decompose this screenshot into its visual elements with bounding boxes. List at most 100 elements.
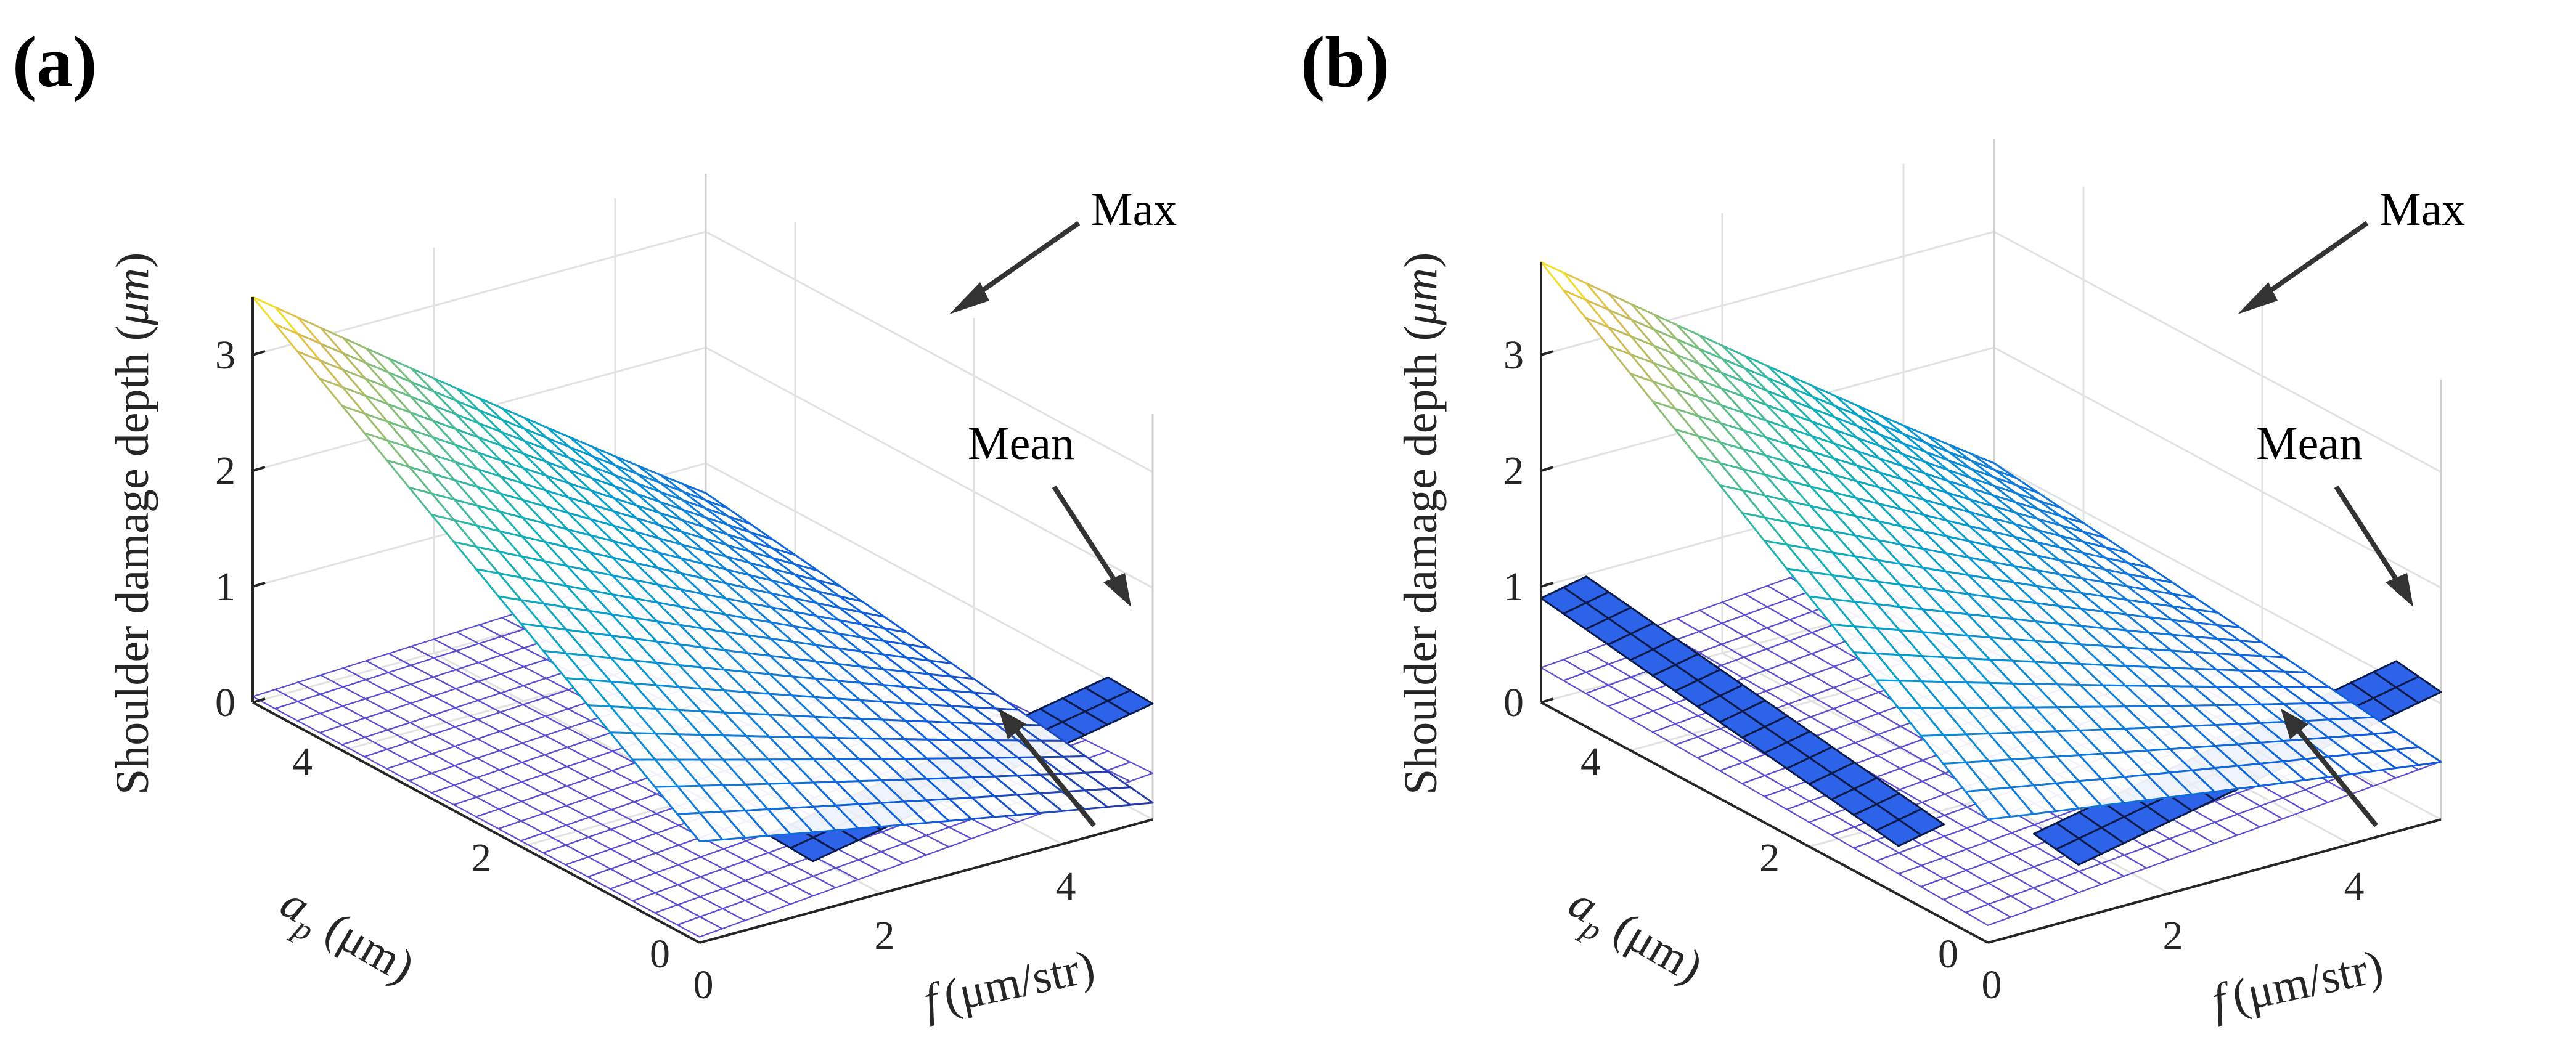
mean-surface-cell <box>567 730 612 753</box>
mean-surface-cell <box>321 608 366 632</box>
ap-tick-label: 2 <box>1759 835 1780 880</box>
ap-tick-label: 0 <box>650 932 670 977</box>
min-surface-cell <box>1965 903 2011 926</box>
min-surface-cell <box>2010 866 2057 889</box>
min-surface-cell <box>1966 819 2013 842</box>
min-surface-cell <box>521 715 569 736</box>
min-surface-cell <box>632 852 679 874</box>
mean-surface-cell <box>906 596 951 619</box>
f-tick-label: 4 <box>1056 864 1076 909</box>
mean-surface-cell <box>1994 398 2039 425</box>
min-surface-cell <box>520 793 568 815</box>
z-tick-label: 0 <box>215 680 235 725</box>
min-surface-cell <box>1855 712 1902 736</box>
min-surface-cell <box>409 714 456 736</box>
min-surface-cell <box>319 705 366 726</box>
min-surface-cell <box>1721 593 1768 616</box>
panel-b-surfaces <box>1540 261 2442 926</box>
panel-b-ticks: 0 1 2 3 0 2 4 0 2 4 <box>1503 262 2442 1007</box>
min-surface-cell <box>386 702 434 723</box>
min-surface-cell <box>677 896 724 917</box>
min-surface-cell <box>1765 682 1812 705</box>
mean-surface-cell <box>1632 544 1677 571</box>
min-surface-cell <box>499 742 546 763</box>
mean-surface-cell <box>1722 553 1767 580</box>
min-surface-cell <box>1743 648 1790 671</box>
mean-surface-cell <box>298 619 343 642</box>
mean-surface-cell <box>973 659 1018 682</box>
min-surface-cell <box>1788 632 1835 655</box>
z-tick-label: 3 <box>1503 333 1524 378</box>
mean-surface-cell <box>996 625 1041 648</box>
min-surface-cell <box>386 741 433 762</box>
min-surface-cell <box>767 883 814 905</box>
mean-surface-cell <box>2307 641 2352 667</box>
mean-surface-cell <box>862 569 907 593</box>
mean-surface-cell <box>364 705 409 729</box>
min-surface-cell <box>566 739 613 760</box>
min-surface-cell <box>454 718 501 740</box>
panel-a-max-label: Max <box>1091 184 1177 235</box>
f-tick-label: 0 <box>693 962 714 1007</box>
mean-surface-cell <box>2262 583 2307 610</box>
min-surface-cell <box>565 836 612 858</box>
mean-surface-cell <box>343 645 388 669</box>
mean-surface-cell <box>2105 502 2150 528</box>
min-surface-cell <box>1719 762 1766 784</box>
min-surface-cell <box>610 840 657 862</box>
ap-tick-label: 4 <box>1580 739 1601 784</box>
min-surface-cell <box>1943 848 1990 871</box>
min-surface-cell <box>453 776 500 798</box>
z-tick-label: 2 <box>1503 449 1524 494</box>
min-surface-cell <box>655 864 701 886</box>
mean-surface-cell <box>2038 455 2083 481</box>
min-surface-cell <box>1833 699 1879 723</box>
panel-a-mean-label: Mean <box>968 418 1074 470</box>
mean-surface-cell <box>433 603 478 627</box>
mean-surface-cell <box>1875 818 1923 847</box>
z-tick <box>252 697 266 704</box>
z-tick <box>252 582 266 588</box>
min-surface-cell <box>589 770 636 791</box>
min-surface-cell <box>767 863 814 885</box>
min-surface-cell <box>566 758 613 779</box>
min-surface-cell <box>1965 882 2012 905</box>
panel-b-xlabel: f(μm/str) <box>2207 940 2387 1027</box>
min-surface-cell <box>1540 659 1587 681</box>
min-surface-cell <box>319 686 366 707</box>
mean-surface-cell <box>633 840 678 863</box>
ap-tick-label: 2 <box>471 835 491 880</box>
mean-surface-cell <box>1966 829 2011 856</box>
mean-surface-cell <box>2016 439 2061 466</box>
mean-surface-cell <box>929 609 974 632</box>
mean-surface-cell <box>343 622 388 645</box>
min-surface-cell <box>1629 710 1677 733</box>
min-surface-cell <box>1765 640 1813 663</box>
mean-surface-cell <box>1989 818 2034 845</box>
min-surface-cell <box>455 680 502 701</box>
min-surface-cell <box>880 842 927 864</box>
min-surface-cell <box>1987 874 2035 897</box>
min-surface-cell <box>610 821 657 842</box>
mean-surface-cell <box>2083 460 2128 486</box>
min-surface-cell <box>478 654 525 675</box>
mean-surface-cell <box>790 836 836 863</box>
min-surface-cell <box>1921 835 1968 858</box>
min-surface-cell <box>431 765 478 786</box>
f-tick-label: 4 <box>2344 864 2365 909</box>
min-surface-cell <box>1607 697 1654 720</box>
panel-b-ylabel: ap(μm) <box>1556 876 1712 1001</box>
mean-surface-cell <box>456 593 501 616</box>
min-surface-cell <box>1988 853 2035 876</box>
min-surface-cell <box>477 673 525 694</box>
min-surface-cell <box>387 664 435 685</box>
panel-b-mean-arrowhead <box>2386 573 2413 607</box>
min-surface-cell <box>1966 840 2013 863</box>
z-tick <box>1540 466 1554 472</box>
min-surface-cell <box>1676 609 1723 632</box>
min-surface-cell <box>2010 887 2057 910</box>
max-surface-cell <box>676 811 724 842</box>
mean-surface-cell <box>2128 490 2173 517</box>
f-tick-label: 2 <box>875 913 895 958</box>
panel-a-ticks: 0 1 2 3 0 2 4 0 2 4 <box>215 297 1153 1007</box>
